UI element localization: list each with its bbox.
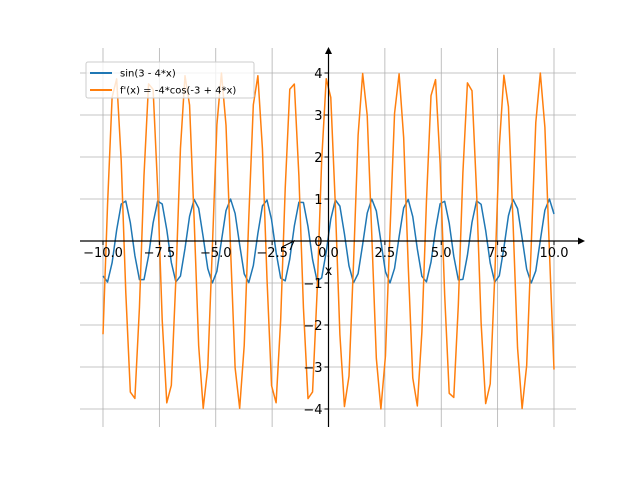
x-tick-label-6: 5.0 bbox=[431, 246, 452, 261]
y-tick-label-6: 2 bbox=[314, 151, 322, 166]
x-tick-label-3: −2.5 bbox=[256, 246, 288, 261]
x-axis-label: x bbox=[325, 264, 333, 279]
y-tick-label-8: 4 bbox=[314, 67, 322, 82]
y-tick-label-3: −1 bbox=[303, 277, 322, 292]
ticks: −10.0 −7.5 −5.0 −2.5 0.0 2.5 5.0 7.5 10.0 −4 −3 −2 −… bbox=[83, 67, 568, 418]
x-tick-label-8: 10.0 bbox=[540, 246, 569, 261]
x-tick-label-7: 7.5 bbox=[487, 246, 508, 261]
x-tick-label-2: −5.0 bbox=[200, 246, 232, 261]
axes bbox=[80, 47, 585, 427]
y-tick-label-0: −4 bbox=[303, 403, 322, 418]
y-tick-label-2: −2 bbox=[303, 319, 322, 334]
y-tick-label-5: 1 bbox=[314, 193, 322, 208]
y-tick-label-1: −3 bbox=[303, 361, 322, 376]
legend-label-0: sin(3 - 4*x) bbox=[120, 69, 176, 80]
legend: sin(3 - 4*x) f'(x) = -4*cos(-3 + 4*x) bbox=[85, 61, 255, 99]
x-tick-label-0: −10.0 bbox=[83, 246, 123, 261]
y-tick-label-7: 3 bbox=[314, 109, 322, 124]
y-tick-label-4: 0 bbox=[314, 235, 322, 250]
y-axis-arrow bbox=[325, 47, 332, 54]
legend-box bbox=[85, 61, 255, 99]
origin-chevron bbox=[281, 239, 296, 251]
x-tick-label-4: 0.0 bbox=[318, 246, 339, 261]
x-tick-label-5: 2.5 bbox=[375, 246, 396, 261]
x-axis-arrow bbox=[578, 237, 585, 245]
legend-label-1: f'(x) = -4*cos(-3 + 4*x) bbox=[120, 86, 236, 97]
x-tick-label-1: −7.5 bbox=[144, 246, 176, 261]
